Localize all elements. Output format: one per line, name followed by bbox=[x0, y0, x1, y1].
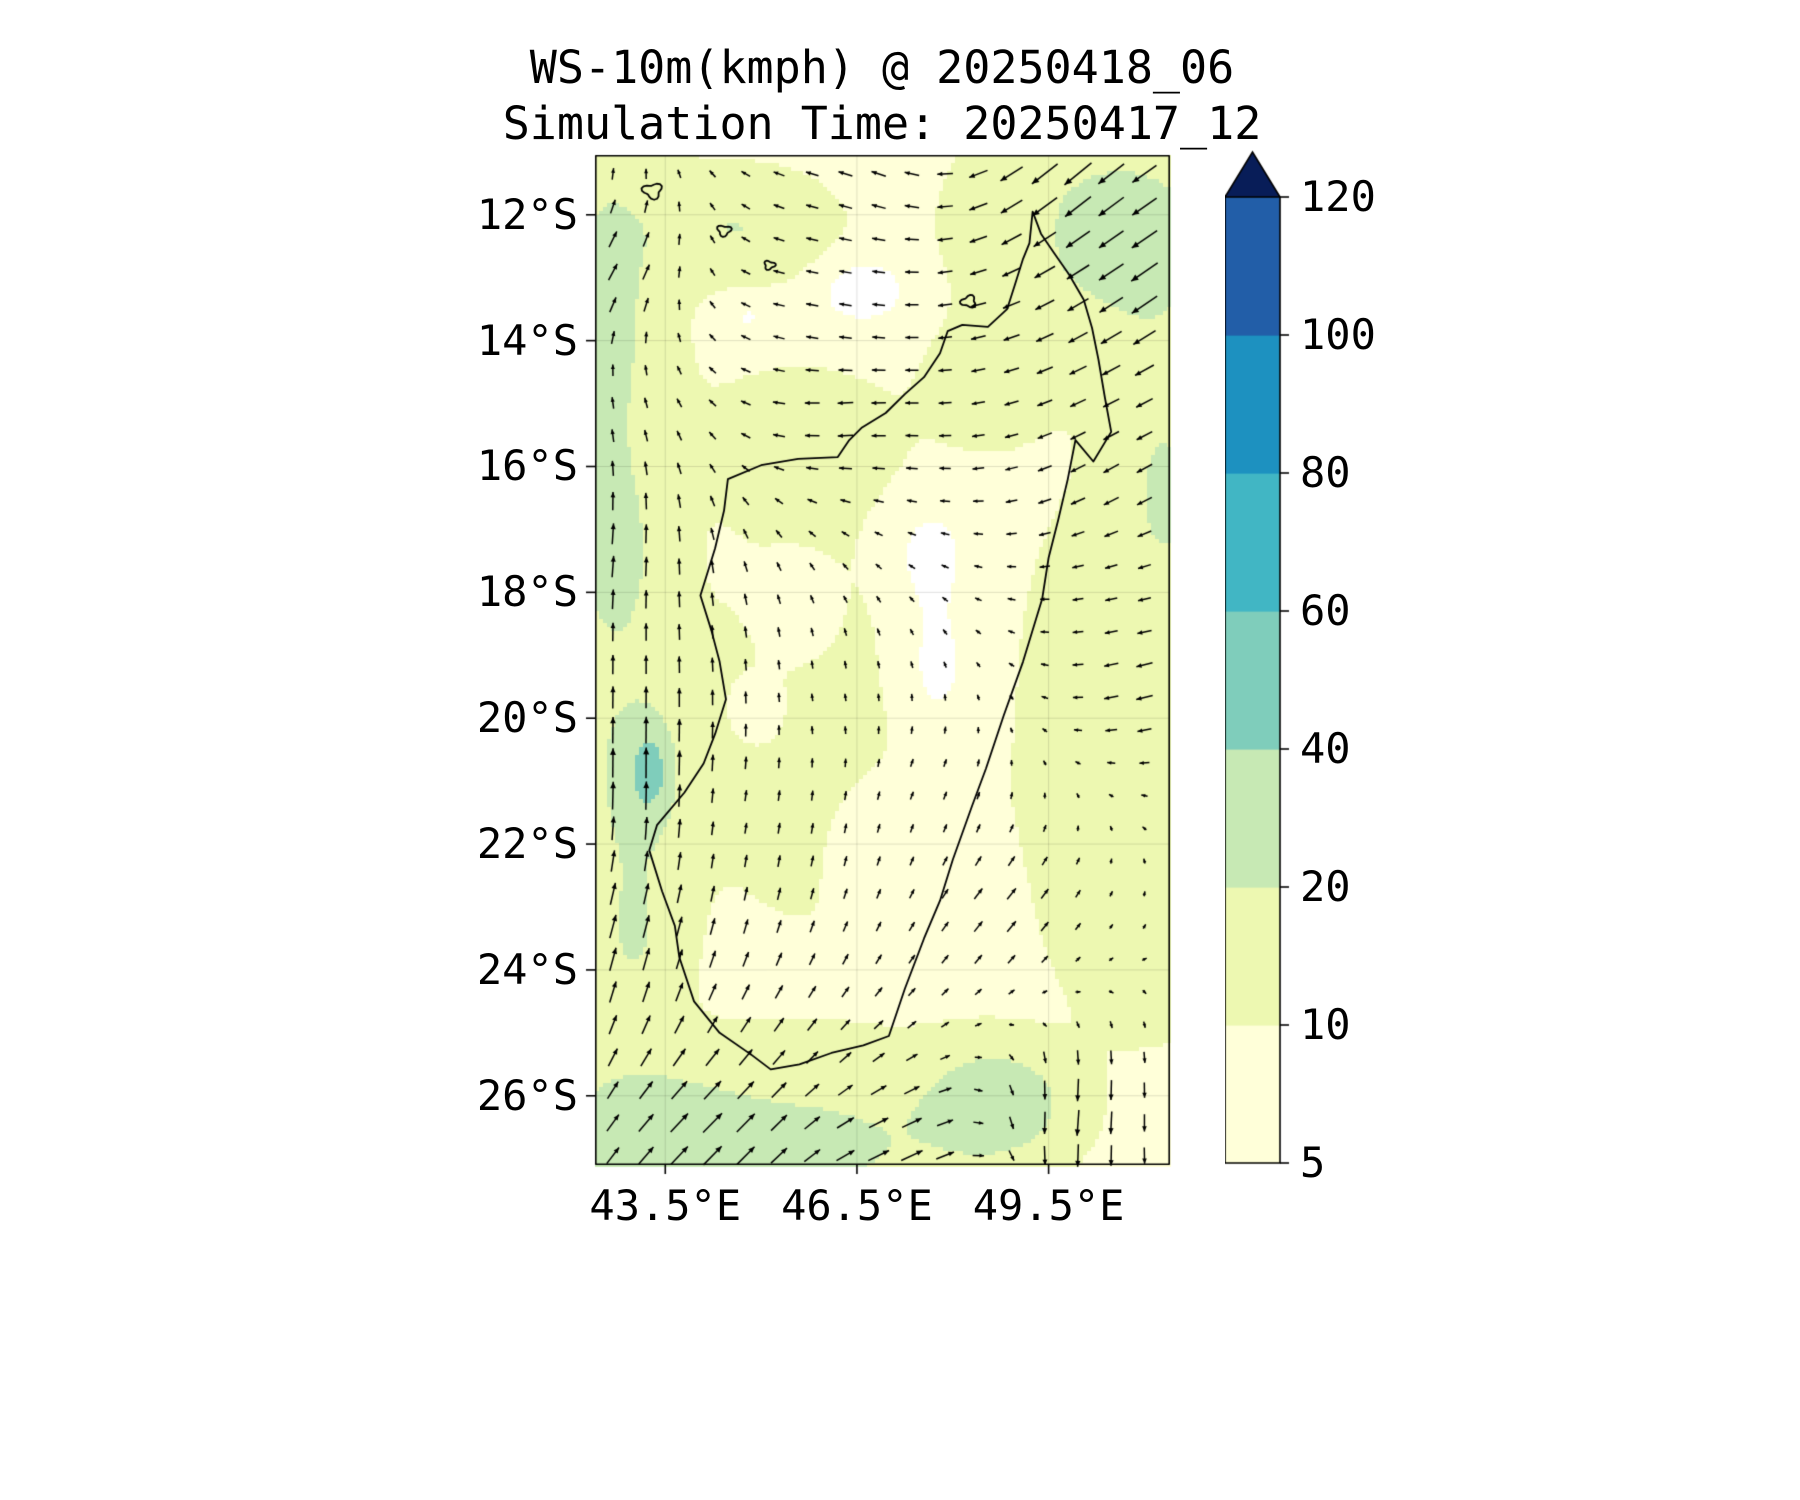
colorbar-tick-label: 40 bbox=[1300, 724, 1351, 773]
colorbar-canvas bbox=[1225, 150, 1335, 1180]
y-tick-label: 12°S bbox=[476, 189, 578, 239]
colorbar-tick-label: 20 bbox=[1300, 862, 1351, 911]
x-tick-label: 43.5°E bbox=[589, 1181, 742, 1230]
colorbar-tick-label: 10 bbox=[1300, 1000, 1351, 1049]
y-tick-label: 20°S bbox=[476, 693, 578, 743]
chart-title: WS-10m(kmph) @ 20250418_06 bbox=[529, 41, 1235, 94]
y-tick-label: 16°S bbox=[476, 441, 578, 491]
colorbar-tick-label: 5 bbox=[1300, 1138, 1326, 1187]
chart-subtitle: Simulation Time: 20250417_12 bbox=[502, 97, 1262, 150]
y-tick-label: 18°S bbox=[476, 567, 578, 617]
x-tick-label: 46.5°E bbox=[781, 1181, 933, 1230]
y-tick-label: 22°S bbox=[476, 819, 578, 869]
colorbar-tick-label: 80 bbox=[1300, 448, 1351, 497]
map-canvas bbox=[575, 145, 1210, 1205]
colorbar-tick-label: 120 bbox=[1300, 172, 1376, 221]
y-tick-label: 14°S bbox=[476, 315, 578, 365]
y-tick-label: 26°S bbox=[476, 1070, 578, 1120]
y-tick-label: 24°S bbox=[476, 944, 578, 994]
x-tick-label: 49.5°E bbox=[972, 1181, 1125, 1230]
colorbar-tick-label: 100 bbox=[1300, 310, 1376, 359]
colorbar-tick-label: 60 bbox=[1300, 586, 1351, 635]
